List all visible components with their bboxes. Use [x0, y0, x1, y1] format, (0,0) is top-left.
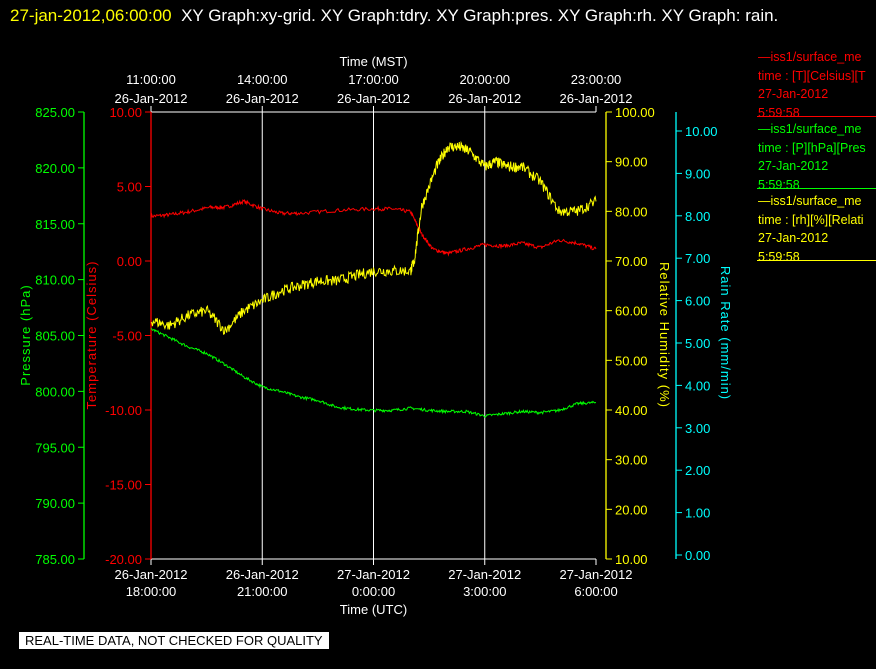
pressure-tick-label: 800.00 [35, 384, 75, 399]
bottom-axis-label: Time (UTC) [340, 602, 407, 617]
bottom-tick-date: 26-Jan-2012 [115, 567, 188, 582]
rain-tick-label: 4.00 [685, 378, 710, 393]
legend-entry-underline [757, 188, 876, 189]
temperature-tick-label: 0.00 [117, 254, 142, 269]
bottom-tick-time: 18:00:00 [126, 584, 177, 599]
pressure-tick-label: 825.00 [35, 105, 75, 120]
humidity-tick-label: 80.00 [615, 204, 648, 219]
rain-tick-label: 3.00 [685, 421, 710, 436]
bottom-tick-date: 27-Jan-2012 [560, 567, 633, 582]
humidity-tick-label: 60.00 [615, 304, 648, 319]
humidity-tick-label: 20.00 [615, 502, 648, 517]
bottom-tick-time: 0:00:00 [352, 584, 395, 599]
top-tick-date: 26-Jan-2012 [226, 91, 299, 106]
bottom-tick-date: 27-Jan-2012 [448, 567, 521, 582]
top-tick-time: 23:00:00 [571, 72, 622, 87]
pressure-series-line [150, 327, 596, 418]
pressure-tick-label: 805.00 [35, 329, 75, 344]
legend-entry-text: 27-Jan-2012 [758, 159, 829, 173]
rain-tick-label: 0.00 [685, 548, 710, 563]
humidity-tick-label: 90.00 [615, 155, 648, 170]
top-tick-time: 17:00:00 [348, 72, 399, 87]
pressure-axis-label: Pressure (hPa) [18, 284, 33, 385]
rain-tick-label: 2.00 [685, 463, 710, 478]
humidity-axis-label: Relative Humidity (%) [657, 262, 672, 408]
legend-entry-text: —iss1/surface_me [758, 50, 862, 64]
legend-entry-text: 5:59:58 [758, 249, 800, 264]
bottom-tick-date: 27-Jan-2012 [337, 567, 410, 582]
top-axis-label: Time (MST) [339, 54, 407, 69]
graph-title: 27-jan-2012,06:00:00 XY Graph:xy-grid. X… [10, 2, 850, 30]
quality-warning-badge: REAL-TIME DATA, NOT CHECKED FOR QUALITY [19, 632, 329, 649]
rain-tick-label: 10.00 [685, 124, 718, 139]
top-tick-time: 20:00:00 [459, 72, 510, 87]
top-tick-time: 14:00:00 [237, 72, 288, 87]
temperature-tick-label: -15.00 [105, 478, 142, 493]
humidity-series-line [150, 140, 597, 336]
pressure-tick-label: 790.00 [35, 496, 75, 511]
pressure-tick-label: 820.00 [35, 161, 75, 176]
legend-entry-text: time : [P][hPa][Pres [758, 140, 866, 155]
top-tick-date: 26-Jan-2012 [560, 91, 633, 106]
pressure-tick-label: 795.00 [35, 440, 75, 455]
bottom-tick-time: 6:00:00 [574, 584, 617, 599]
temperature-tick-label: -10.00 [105, 403, 142, 418]
bottom-tick-time: 3:00:00 [463, 584, 506, 599]
bottom-tick-time: 21:00:00 [237, 584, 288, 599]
rain-tick-label: 6.00 [685, 294, 710, 309]
rain-tick-label: 5.00 [685, 336, 710, 351]
humidity-tick-label: 40.00 [615, 403, 648, 418]
rain-tick-label: 9.00 [685, 166, 710, 181]
temperature-tick-label: -20.00 [105, 552, 142, 567]
legend-entry-text: —iss1/surface_me [758, 194, 862, 208]
rain-tick-label: 7.00 [685, 251, 710, 266]
top-tick-date: 26-Jan-2012 [115, 91, 188, 106]
title-date: 27-jan-2012,06:00:00 [10, 6, 172, 25]
rain-axis-label: Rain Rate (mm/min) [718, 266, 733, 400]
legend-entry-underline [757, 116, 876, 117]
legend-entry-text: —iss1/surface_me [758, 122, 862, 136]
top-tick-date: 26-Jan-2012 [448, 91, 521, 106]
humidity-tick-label: 70.00 [615, 254, 648, 269]
temperature-tick-label: 10.00 [109, 105, 142, 120]
top-tick-date: 26-Jan-2012 [337, 91, 410, 106]
rain-tick-label: 1.00 [685, 506, 710, 521]
temperature-axis-label: Temperature (Celsius) [84, 261, 99, 410]
rain-tick-label: 8.00 [685, 209, 710, 224]
temperature-tick-label: -5.00 [112, 329, 142, 344]
title-graph-list: XY Graph:xy-grid. XY Graph:tdry. XY Grap… [181, 6, 779, 25]
humidity-tick-label: 30.00 [615, 453, 648, 468]
legend-entry-text: 27-Jan-2012 [758, 231, 829, 245]
temperature-tick-label: 5.00 [117, 180, 142, 195]
pressure-tick-label: 815.00 [35, 217, 75, 232]
legend-entry-text: time : [rh][%][Relati [758, 212, 864, 227]
bottom-tick-date: 26-Jan-2012 [226, 567, 299, 582]
legend-entry-underline [757, 260, 876, 261]
top-tick-time: 11:00:00 [126, 72, 176, 87]
pressure-tick-label: 810.00 [35, 273, 75, 288]
legend-entry-text: time : [T][Celsius][T [758, 68, 866, 83]
pressure-tick-label: 785.00 [35, 552, 75, 567]
legend-entry-text: 27-Jan-2012 [758, 87, 829, 101]
temperature-series-line [150, 199, 597, 257]
humidity-tick-label: 10.00 [615, 552, 648, 567]
humidity-tick-label: 50.00 [615, 353, 648, 368]
humidity-tick-label: 100.00 [615, 105, 655, 120]
